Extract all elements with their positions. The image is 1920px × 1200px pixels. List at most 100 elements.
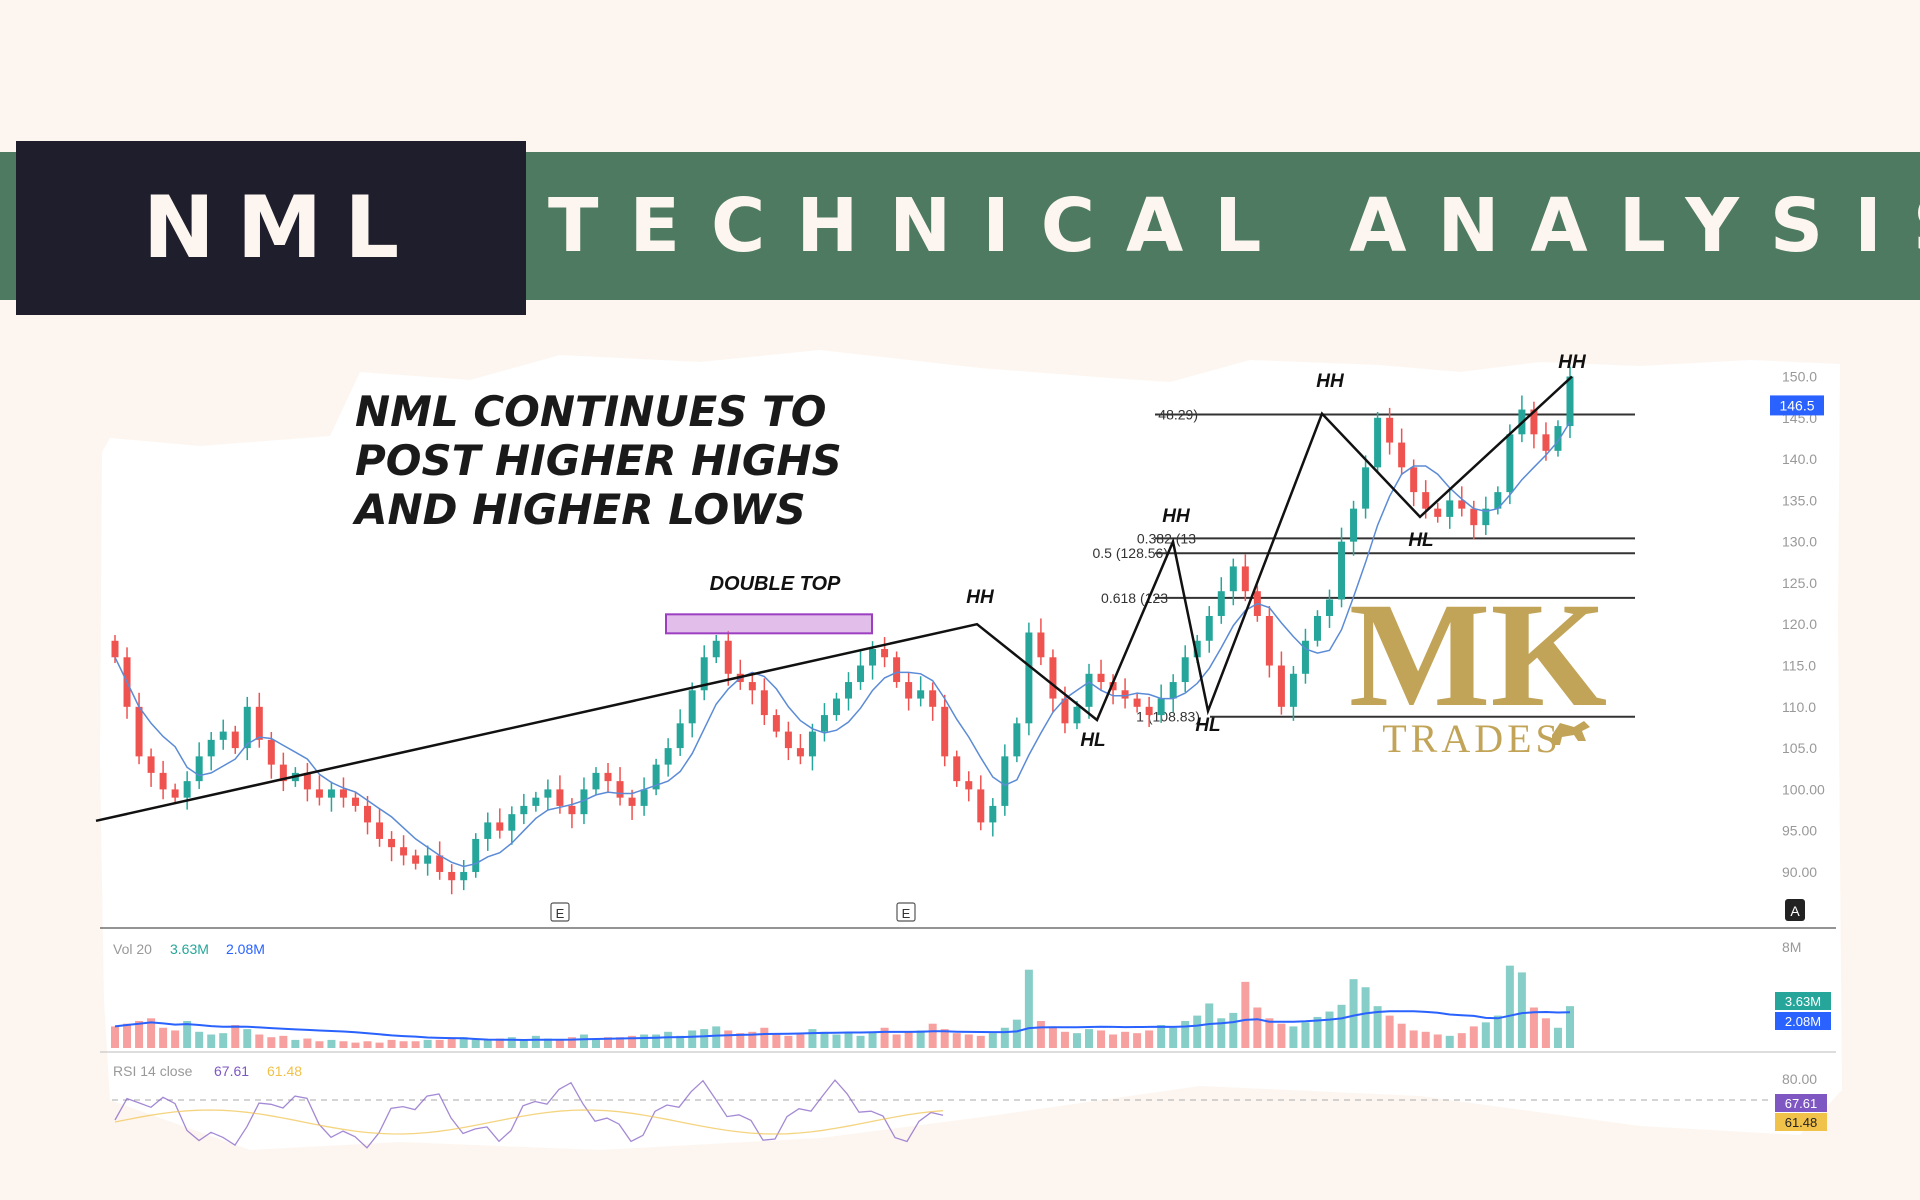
candle xyxy=(351,797,359,806)
volume-bar xyxy=(123,1023,132,1048)
volume-bar xyxy=(111,1026,119,1048)
moving-average-line xyxy=(114,421,1571,868)
ticker-box: NML xyxy=(16,141,526,315)
price-tick-label: 150.0 xyxy=(1782,369,1817,385)
candle xyxy=(640,789,648,806)
volume-bar xyxy=(411,1041,420,1048)
volume-bar xyxy=(820,1031,829,1048)
candle xyxy=(1434,508,1442,517)
candle xyxy=(1482,508,1490,526)
candle xyxy=(111,640,119,658)
volume-bar xyxy=(315,1041,324,1048)
volume-bar xyxy=(1541,1018,1550,1048)
candle xyxy=(1398,442,1406,468)
volume-bar xyxy=(171,1030,180,1048)
volume-bar xyxy=(1036,1021,1045,1048)
candle xyxy=(1277,665,1285,707)
volume-bar xyxy=(435,1039,444,1048)
candle xyxy=(255,706,263,740)
headline-line-2: POST HIGHER HIGHS xyxy=(355,436,842,485)
volume-bar xyxy=(976,1035,985,1048)
volume-bar xyxy=(1505,965,1514,1048)
volume-badge-1-label: 3.63M xyxy=(1785,994,1821,1009)
candle xyxy=(171,789,179,798)
candle xyxy=(532,797,540,806)
volume-bar xyxy=(423,1039,432,1048)
volume-bar xyxy=(303,1038,312,1048)
volume-bar xyxy=(1313,1016,1322,1048)
candle xyxy=(652,764,660,790)
candle xyxy=(845,682,853,699)
annotation-label: HH xyxy=(1316,371,1345,392)
volume-bar xyxy=(868,1031,877,1048)
candle xyxy=(1338,541,1346,600)
candle xyxy=(400,847,408,856)
candle xyxy=(1013,723,1021,757)
earnings-marker xyxy=(550,902,570,922)
torn-paper xyxy=(100,350,1842,1150)
candle xyxy=(1530,409,1538,435)
volume-bar xyxy=(219,1033,228,1048)
annotation-label: HL xyxy=(1408,530,1433,551)
annotation-label: HH xyxy=(1162,506,1191,527)
price-tick-label: 105.0 xyxy=(1782,740,1817,756)
candle xyxy=(941,706,949,757)
candle xyxy=(905,682,913,699)
candle xyxy=(436,855,444,872)
volume-bar xyxy=(1397,1023,1406,1048)
candle xyxy=(604,772,612,782)
volume-bar xyxy=(796,1034,805,1048)
candle xyxy=(219,731,227,740)
rsi-badge-2 xyxy=(1775,1113,1827,1131)
price-tick-label: 110.0 xyxy=(1782,699,1816,715)
volume-bar xyxy=(351,1042,360,1048)
candle xyxy=(1410,467,1418,493)
candle xyxy=(1145,706,1153,716)
last-price-label: 146.5 xyxy=(1779,397,1814,413)
volume-bar xyxy=(327,1039,336,1048)
candle xyxy=(628,797,636,806)
candle xyxy=(544,789,552,798)
volume-bar xyxy=(1169,1027,1178,1048)
volume-bar xyxy=(700,1029,709,1048)
volume-badge-2-label: 2.08M xyxy=(1785,1014,1821,1029)
earnings-marker-label: E xyxy=(902,906,911,921)
candle xyxy=(195,756,203,782)
volume-bar xyxy=(1409,1030,1418,1048)
volume-bar xyxy=(844,1033,853,1048)
candle xyxy=(917,690,925,699)
candle xyxy=(1554,426,1562,451)
candle xyxy=(1085,673,1093,707)
rsi-badge-1-label: 67.61 xyxy=(1785,1096,1818,1111)
candle xyxy=(520,805,528,815)
volume-label: Vol 20 xyxy=(113,941,152,957)
volume-bar xyxy=(1445,1035,1454,1048)
candle xyxy=(808,731,816,757)
candle xyxy=(207,739,215,757)
candle xyxy=(881,649,889,658)
candle xyxy=(159,772,167,790)
volume-bar xyxy=(616,1037,625,1048)
volume-bar xyxy=(1433,1034,1442,1048)
volume-value-2: 2.08M xyxy=(226,941,265,957)
volume-bar xyxy=(1469,1026,1478,1048)
rsi-label: RSI 14 close xyxy=(113,1063,193,1079)
candle xyxy=(592,772,600,790)
volume-bar xyxy=(375,1042,384,1048)
earnings-marker-label: E xyxy=(556,906,565,921)
candle xyxy=(1133,698,1141,707)
candle xyxy=(857,665,865,683)
candle xyxy=(1061,698,1069,724)
candle xyxy=(977,789,985,823)
candle xyxy=(1109,682,1117,691)
volume-bar xyxy=(507,1037,516,1048)
candle xyxy=(1097,673,1105,683)
candle xyxy=(1121,690,1129,699)
price-tick-label: 120.0 xyxy=(1782,616,1817,632)
swing-structure-line xyxy=(95,375,1573,823)
volume-bar xyxy=(1337,1004,1346,1048)
candle xyxy=(748,682,756,691)
volume-value-1: 3.63M xyxy=(170,941,209,957)
volume-bar xyxy=(988,1033,997,1048)
candle xyxy=(1169,682,1177,699)
